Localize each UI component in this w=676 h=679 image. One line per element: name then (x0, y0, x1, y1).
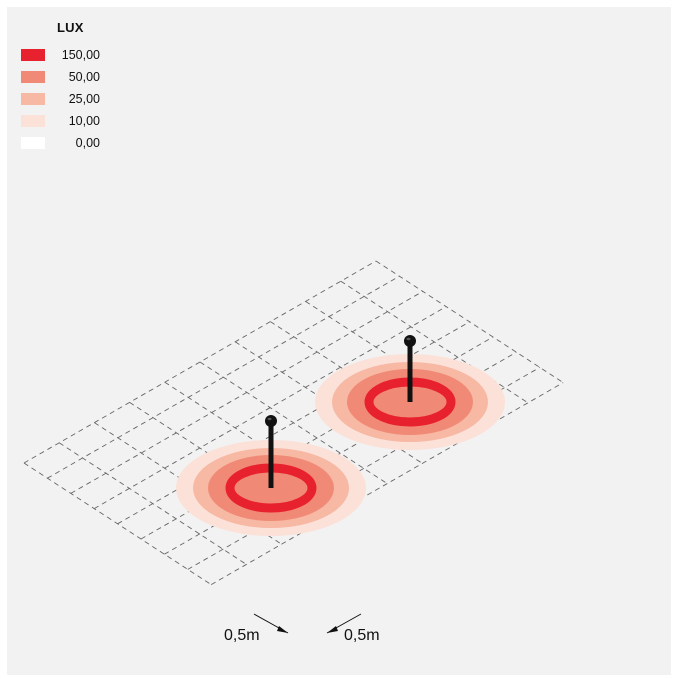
legend-item: 25,00 (21, 88, 111, 110)
grid-line (187, 367, 541, 570)
legend-item: 0,00 (21, 132, 111, 154)
grid-line (70, 291, 424, 494)
legend-swatch (21, 93, 45, 105)
legend-title: LUX (57, 20, 84, 35)
grid-line (340, 280, 529, 404)
legend-item: 50,00 (21, 66, 111, 88)
legend-value: 25,00 (68, 92, 100, 106)
legend-swatch (21, 115, 45, 127)
dimension-arrow (277, 626, 288, 633)
legend-swatch (21, 71, 45, 83)
legend-item: 10,00 (21, 110, 111, 132)
lux-legend: LUX 150,00 50,00 25,00 10,00 0,00 (21, 20, 111, 154)
grid-line (210, 382, 564, 585)
legend-value: 0,00 (75, 136, 100, 150)
legend-swatch (21, 49, 45, 61)
grid-line (93, 306, 447, 509)
illumination-diagram-panel (7, 7, 671, 675)
bollard-light-2 (404, 335, 416, 402)
lamp-pole (268, 421, 274, 488)
lamp-pole (407, 341, 413, 402)
lamp-highlight (267, 417, 272, 421)
lamp-highlight (406, 337, 411, 341)
dimension-label-depth: 0,5m (344, 627, 380, 644)
fixtures (265, 335, 416, 488)
legend-item: 150,00 (21, 44, 111, 66)
lamp-post-icon (265, 415, 277, 427)
bollard-light-1 (265, 415, 277, 488)
legend-value: 50,00 (68, 70, 100, 84)
grid-line (47, 275, 400, 479)
legend-swatch (21, 137, 45, 149)
light-distribution (176, 354, 505, 536)
grid-line (23, 260, 377, 464)
legend-value: 10,00 (68, 114, 100, 128)
dimension-arrow (327, 626, 338, 633)
dimension-annotations: 0,5m 0,5m (224, 613, 380, 644)
legend-value: 150,00 (61, 48, 100, 62)
dimension-label-width: 0,5m (224, 627, 260, 644)
lamp-post-icon (404, 335, 416, 347)
